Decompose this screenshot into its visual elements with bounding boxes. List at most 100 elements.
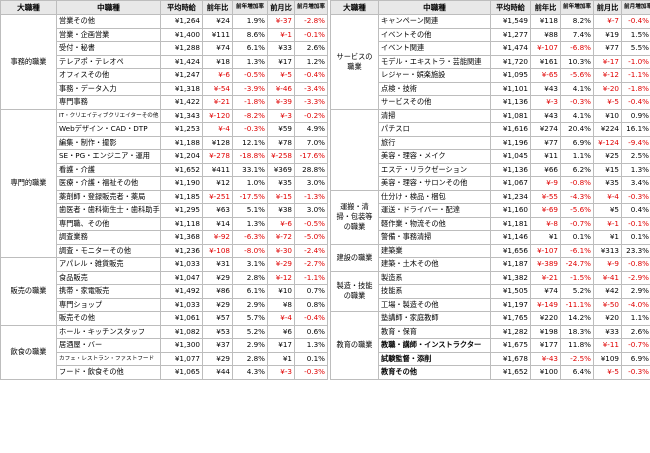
- sub-category-cell: カフェ・レストラン・ファストフード: [56, 351, 161, 366]
- yoy-cell: ¥198: [530, 324, 561, 339]
- sub-category-cell: フード・飲食その他: [56, 365, 161, 380]
- yoy-rate-cell: 12.1%: [232, 135, 268, 150]
- category-cell: 教育の職業: [330, 311, 379, 380]
- mom-cell: ¥-5: [593, 365, 622, 380]
- sub-category-cell: 居酒屋・バー: [56, 338, 161, 353]
- yoy-cell: ¥-278: [202, 149, 233, 164]
- wage-cell: ¥1,616: [490, 122, 531, 137]
- category-cell: 事務的職業: [0, 14, 57, 110]
- mom-rate-cell: -0.5%: [294, 216, 328, 231]
- wage-cell: ¥1,236: [160, 243, 203, 258]
- yoy-rate-cell: 2.8%: [232, 351, 268, 366]
- header-category: 大職種: [330, 0, 379, 15]
- yoy-cell: ¥-149: [530, 297, 561, 312]
- wage-cell: ¥1,204: [160, 149, 203, 164]
- yoy-rate-cell: 5.7%: [232, 311, 268, 326]
- mom-cell: ¥109: [593, 351, 622, 366]
- mom-rate-cell: -3.3%: [294, 95, 328, 110]
- mom-rate-cell: 1.1%: [621, 311, 650, 326]
- left-table: 大職種 中職種 平均時給 前年比 前年増加率 前月比 前月増加率 事務的職業 営業…: [0, 0, 328, 380]
- yoy-cell: ¥411: [202, 162, 233, 177]
- yoy-rate-cell: 1.3%: [232, 54, 268, 69]
- yoy-cell: ¥44: [202, 365, 233, 380]
- yoy-cell: ¥-107: [530, 243, 561, 258]
- mom-cell: ¥-3: [267, 365, 295, 380]
- yoy-rate-cell: -8.2%: [232, 108, 268, 123]
- sub-category-cell: 製造系: [378, 270, 491, 285]
- yoy-cell: ¥11: [530, 149, 561, 164]
- sub-category-cell: 携帯・家電販売: [56, 284, 161, 299]
- mom-cell: ¥-46: [267, 81, 295, 96]
- yoy-rate-cell: -5.6%: [560, 68, 594, 83]
- mom-cell: ¥8: [267, 297, 295, 312]
- wage-cell: ¥1,765: [490, 311, 531, 326]
- yoy-cell: ¥118: [530, 14, 561, 29]
- wage-cell: ¥1,047: [160, 270, 203, 285]
- table-row: Webデザイン・CAD・DTP ¥1,253 ¥-4 -0.3% ¥59 4.9%: [1, 122, 328, 137]
- yoy-cell: ¥-8: [530, 216, 561, 231]
- yoy-rate-cell: -3.9%: [232, 81, 268, 96]
- mom-rate-cell: -2.9%: [621, 270, 650, 285]
- mom-cell: ¥-72: [267, 230, 295, 245]
- mom-rate-cell: -0.3%: [294, 365, 328, 380]
- wage-cell: ¥1,282: [490, 324, 531, 339]
- left-header-row: 大職種 中職種 平均時給 前年比 前年増加率 前月比 前月増加率: [0, 0, 328, 15]
- table-row: オフィスその他 ¥1,247 ¥-6 -0.5% ¥-5 -0.4%: [1, 68, 328, 83]
- wage-cell: ¥1,234: [490, 189, 531, 204]
- sub-category-cell: 清掃: [378, 108, 491, 123]
- sub-category-cell: 編集・制作・撮影: [56, 135, 161, 150]
- yoy-rate-cell: 8.2%: [560, 14, 594, 29]
- mom-cell: ¥19: [593, 27, 622, 42]
- wage-cell: ¥1,190: [160, 176, 203, 191]
- yoy-cell: ¥1: [530, 230, 561, 245]
- yoy-cell: ¥-120: [202, 108, 233, 123]
- wage-cell: ¥1,295: [160, 203, 203, 218]
- yoy-cell: ¥43: [530, 108, 561, 123]
- sub-category-cell: 旅行: [378, 135, 491, 150]
- header-yoy-rate: 前年増加率: [560, 0, 594, 15]
- sub-category-cell: 調査・モニターその他: [56, 243, 161, 258]
- mom-cell: ¥17: [267, 338, 295, 353]
- mom-cell: ¥-12: [267, 270, 295, 285]
- yoy-cell: ¥57: [202, 311, 233, 326]
- table-row: 販売その他 ¥1,061 ¥57 5.7% ¥-4 -0.4%: [1, 311, 328, 326]
- wage-cell: ¥1,095: [490, 68, 531, 83]
- table-row: 運送・ドライバー・配達 ¥1,160 ¥-69 -5.6% ¥5 0.4%: [331, 203, 650, 218]
- wage-cell: ¥1,264: [160, 14, 203, 29]
- sub-category-cell: 専門ショップ: [56, 297, 161, 312]
- yoy-cell: ¥274: [530, 122, 561, 137]
- wage-cell: ¥1,187: [490, 257, 531, 272]
- wage-cell: ¥1,067: [490, 176, 531, 191]
- wage-cell: ¥1,082: [160, 324, 203, 339]
- mom-rate-cell: 1.2%: [294, 54, 328, 69]
- header-wage: 平均時給: [160, 0, 203, 15]
- wage-cell: ¥1,675: [490, 338, 531, 353]
- mom-cell: ¥-5: [267, 68, 295, 83]
- yoy-rate-cell: -1.8%: [232, 95, 268, 110]
- mom-rate-cell: -0.3%: [621, 365, 650, 380]
- yoy-cell: ¥-55: [530, 189, 561, 204]
- yoy-rate-cell: 4.1%: [560, 108, 594, 123]
- yoy-rate-cell: -8.0%: [232, 243, 268, 258]
- sub-category-cell: 専門職、その他: [56, 216, 161, 231]
- yoy-rate-cell: -24.7%: [560, 257, 594, 272]
- yoy-cell: ¥161: [530, 54, 561, 69]
- mom-cell: ¥224: [593, 122, 622, 137]
- header-sub: 中職種: [56, 0, 161, 15]
- mom-cell: ¥5: [593, 203, 622, 218]
- yoy-rate-cell: 6.1%: [232, 284, 268, 299]
- yoy-rate-cell: -1.5%: [560, 270, 594, 285]
- sub-category-cell: 営業・企画営業: [56, 27, 161, 42]
- mom-rate-cell: 7.0%: [294, 135, 328, 150]
- category-cell: 運搬・清掃・包装等の職業: [330, 189, 379, 245]
- sub-category-cell: 食品販売: [56, 270, 161, 285]
- category-cell: サービスの職業: [330, 14, 379, 110]
- yoy-cell: ¥74: [530, 284, 561, 299]
- wage-cell: ¥1,033: [160, 297, 203, 312]
- mom-rate-cell: -2.8%: [294, 14, 328, 29]
- table-row: 建設の職業 建築業 ¥1,656 ¥-107 -6.1% ¥313 23.3%: [330, 243, 650, 272]
- right-table-body: サービスの職業 キャンペーン関連 ¥1,549 ¥118 8.2% ¥-7 -0.4% イベン…: [330, 14, 650, 380]
- yoy-cell: ¥66: [530, 162, 561, 177]
- mom-rate-cell: 1.3%: [294, 338, 328, 353]
- mom-rate-cell: -4.0%: [621, 297, 650, 312]
